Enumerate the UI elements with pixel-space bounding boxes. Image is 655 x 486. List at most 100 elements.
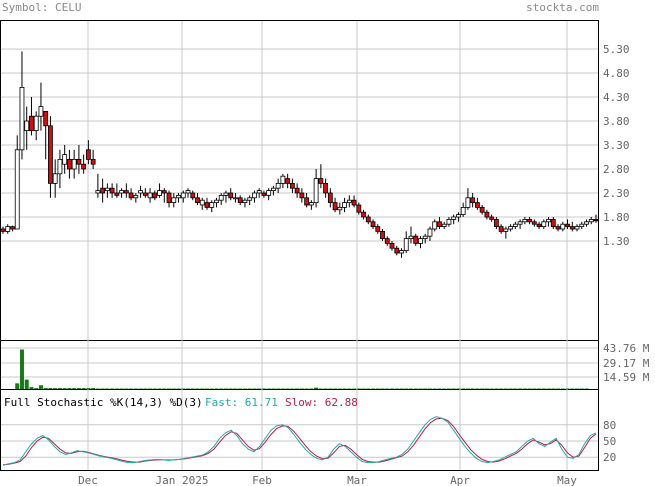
candle-body xyxy=(171,197,177,204)
candle-body xyxy=(57,158,63,175)
candle-body xyxy=(503,228,509,232)
candle-body xyxy=(579,223,585,227)
candle-body xyxy=(380,230,385,239)
volume-bar xyxy=(67,388,72,389)
candle-body xyxy=(190,192,196,199)
volume-bar xyxy=(38,385,43,389)
volume-bar xyxy=(62,388,67,389)
candle-body xyxy=(588,218,594,223)
candle-body xyxy=(252,192,257,199)
volume-bar xyxy=(48,388,53,389)
candle-body xyxy=(498,226,504,232)
candle-body xyxy=(280,175,286,184)
candle-body xyxy=(14,149,20,230)
price-tick-label: 3.30 xyxy=(603,139,630,152)
candle-body xyxy=(531,221,537,225)
candle-body xyxy=(19,87,25,151)
candle-body xyxy=(71,158,77,170)
candle-body xyxy=(375,226,381,232)
candle-body xyxy=(289,182,295,189)
volume-bar xyxy=(57,388,62,389)
candle-body xyxy=(418,238,423,244)
candle-body xyxy=(90,158,96,165)
candle-body xyxy=(237,197,243,204)
candle-body xyxy=(256,190,262,194)
candle-body xyxy=(474,202,480,208)
fast-line xyxy=(2,416,597,466)
candle-body xyxy=(484,211,490,218)
candle-body xyxy=(565,223,570,227)
candle-body xyxy=(114,192,120,196)
candle-body xyxy=(441,223,447,227)
candle-body xyxy=(569,226,575,230)
stochastic-panel-frame xyxy=(0,389,599,471)
candle-body xyxy=(100,187,106,194)
date-tick-label: Jan 2025 xyxy=(156,474,209,486)
candle-body xyxy=(29,115,34,131)
candle-body xyxy=(195,197,200,204)
price-tick-label: 3.80 xyxy=(603,115,630,128)
candle-body xyxy=(389,242,395,249)
candle-body xyxy=(512,223,518,227)
candle-body xyxy=(384,238,390,244)
candle-body xyxy=(261,192,267,196)
candle-body xyxy=(33,115,39,131)
candle-body xyxy=(223,192,229,196)
candle-body xyxy=(427,228,433,237)
candle-body xyxy=(437,221,442,228)
volume-tick-label: 29.17 M xyxy=(603,357,650,370)
candle-body xyxy=(142,192,148,196)
candle-body xyxy=(247,197,253,201)
candle-body xyxy=(522,218,528,223)
candle-body xyxy=(332,202,338,211)
candle-body xyxy=(517,221,523,225)
volume-bar xyxy=(15,383,20,389)
candle-body xyxy=(365,216,371,223)
price-tick-label: 2.30 xyxy=(603,187,630,200)
candle-body xyxy=(446,218,452,225)
volume-bar xyxy=(29,387,34,389)
candle-body xyxy=(460,206,466,215)
candle-body xyxy=(555,226,561,230)
date-tick-label: Apr xyxy=(450,474,470,486)
candle-body xyxy=(479,206,485,213)
candle-body xyxy=(323,182,328,194)
price-tick-label: 4.30 xyxy=(603,91,630,104)
price-tick-label: 4.80 xyxy=(603,67,630,80)
candle-body xyxy=(413,235,419,244)
candle-body xyxy=(5,226,11,232)
grid-lines xyxy=(1,21,598,470)
candle-body xyxy=(138,190,143,194)
stochastic-tick-label: 50 xyxy=(603,435,616,448)
candle-body xyxy=(209,202,215,208)
candle-body xyxy=(176,194,181,199)
candle-body xyxy=(62,154,68,165)
candle-body xyxy=(337,206,343,211)
price-axis-labels: 5.30 4.80 4.30 3.80 3.30 2.80 2.30 1.80 1.30 43.7… xyxy=(603,43,650,464)
candle-body xyxy=(166,192,172,203)
price-tick-label: 1.80 xyxy=(603,211,630,224)
fast-value-label: Fast: 61.71 xyxy=(205,396,278,409)
candle-body xyxy=(85,149,91,160)
candle-body xyxy=(489,216,495,220)
candle-body xyxy=(285,178,291,184)
candle-body xyxy=(361,211,366,218)
candle-body xyxy=(560,223,566,230)
candle-body xyxy=(233,197,238,200)
candle-body xyxy=(242,199,248,203)
candle-body xyxy=(451,216,457,220)
stochastic-tick-label: 20 xyxy=(603,451,616,464)
candle-body xyxy=(456,214,461,218)
candle-body xyxy=(327,192,333,203)
candle-body xyxy=(299,192,305,199)
candle-body xyxy=(67,158,72,170)
candle-body xyxy=(185,190,191,194)
candle-body xyxy=(318,178,324,184)
candle-body xyxy=(403,238,409,252)
candle-body xyxy=(508,226,514,230)
site-label: stockta.com xyxy=(526,1,599,14)
price-panel-frame xyxy=(0,20,599,341)
volume-bar xyxy=(43,388,48,389)
volume-bars xyxy=(15,349,589,389)
